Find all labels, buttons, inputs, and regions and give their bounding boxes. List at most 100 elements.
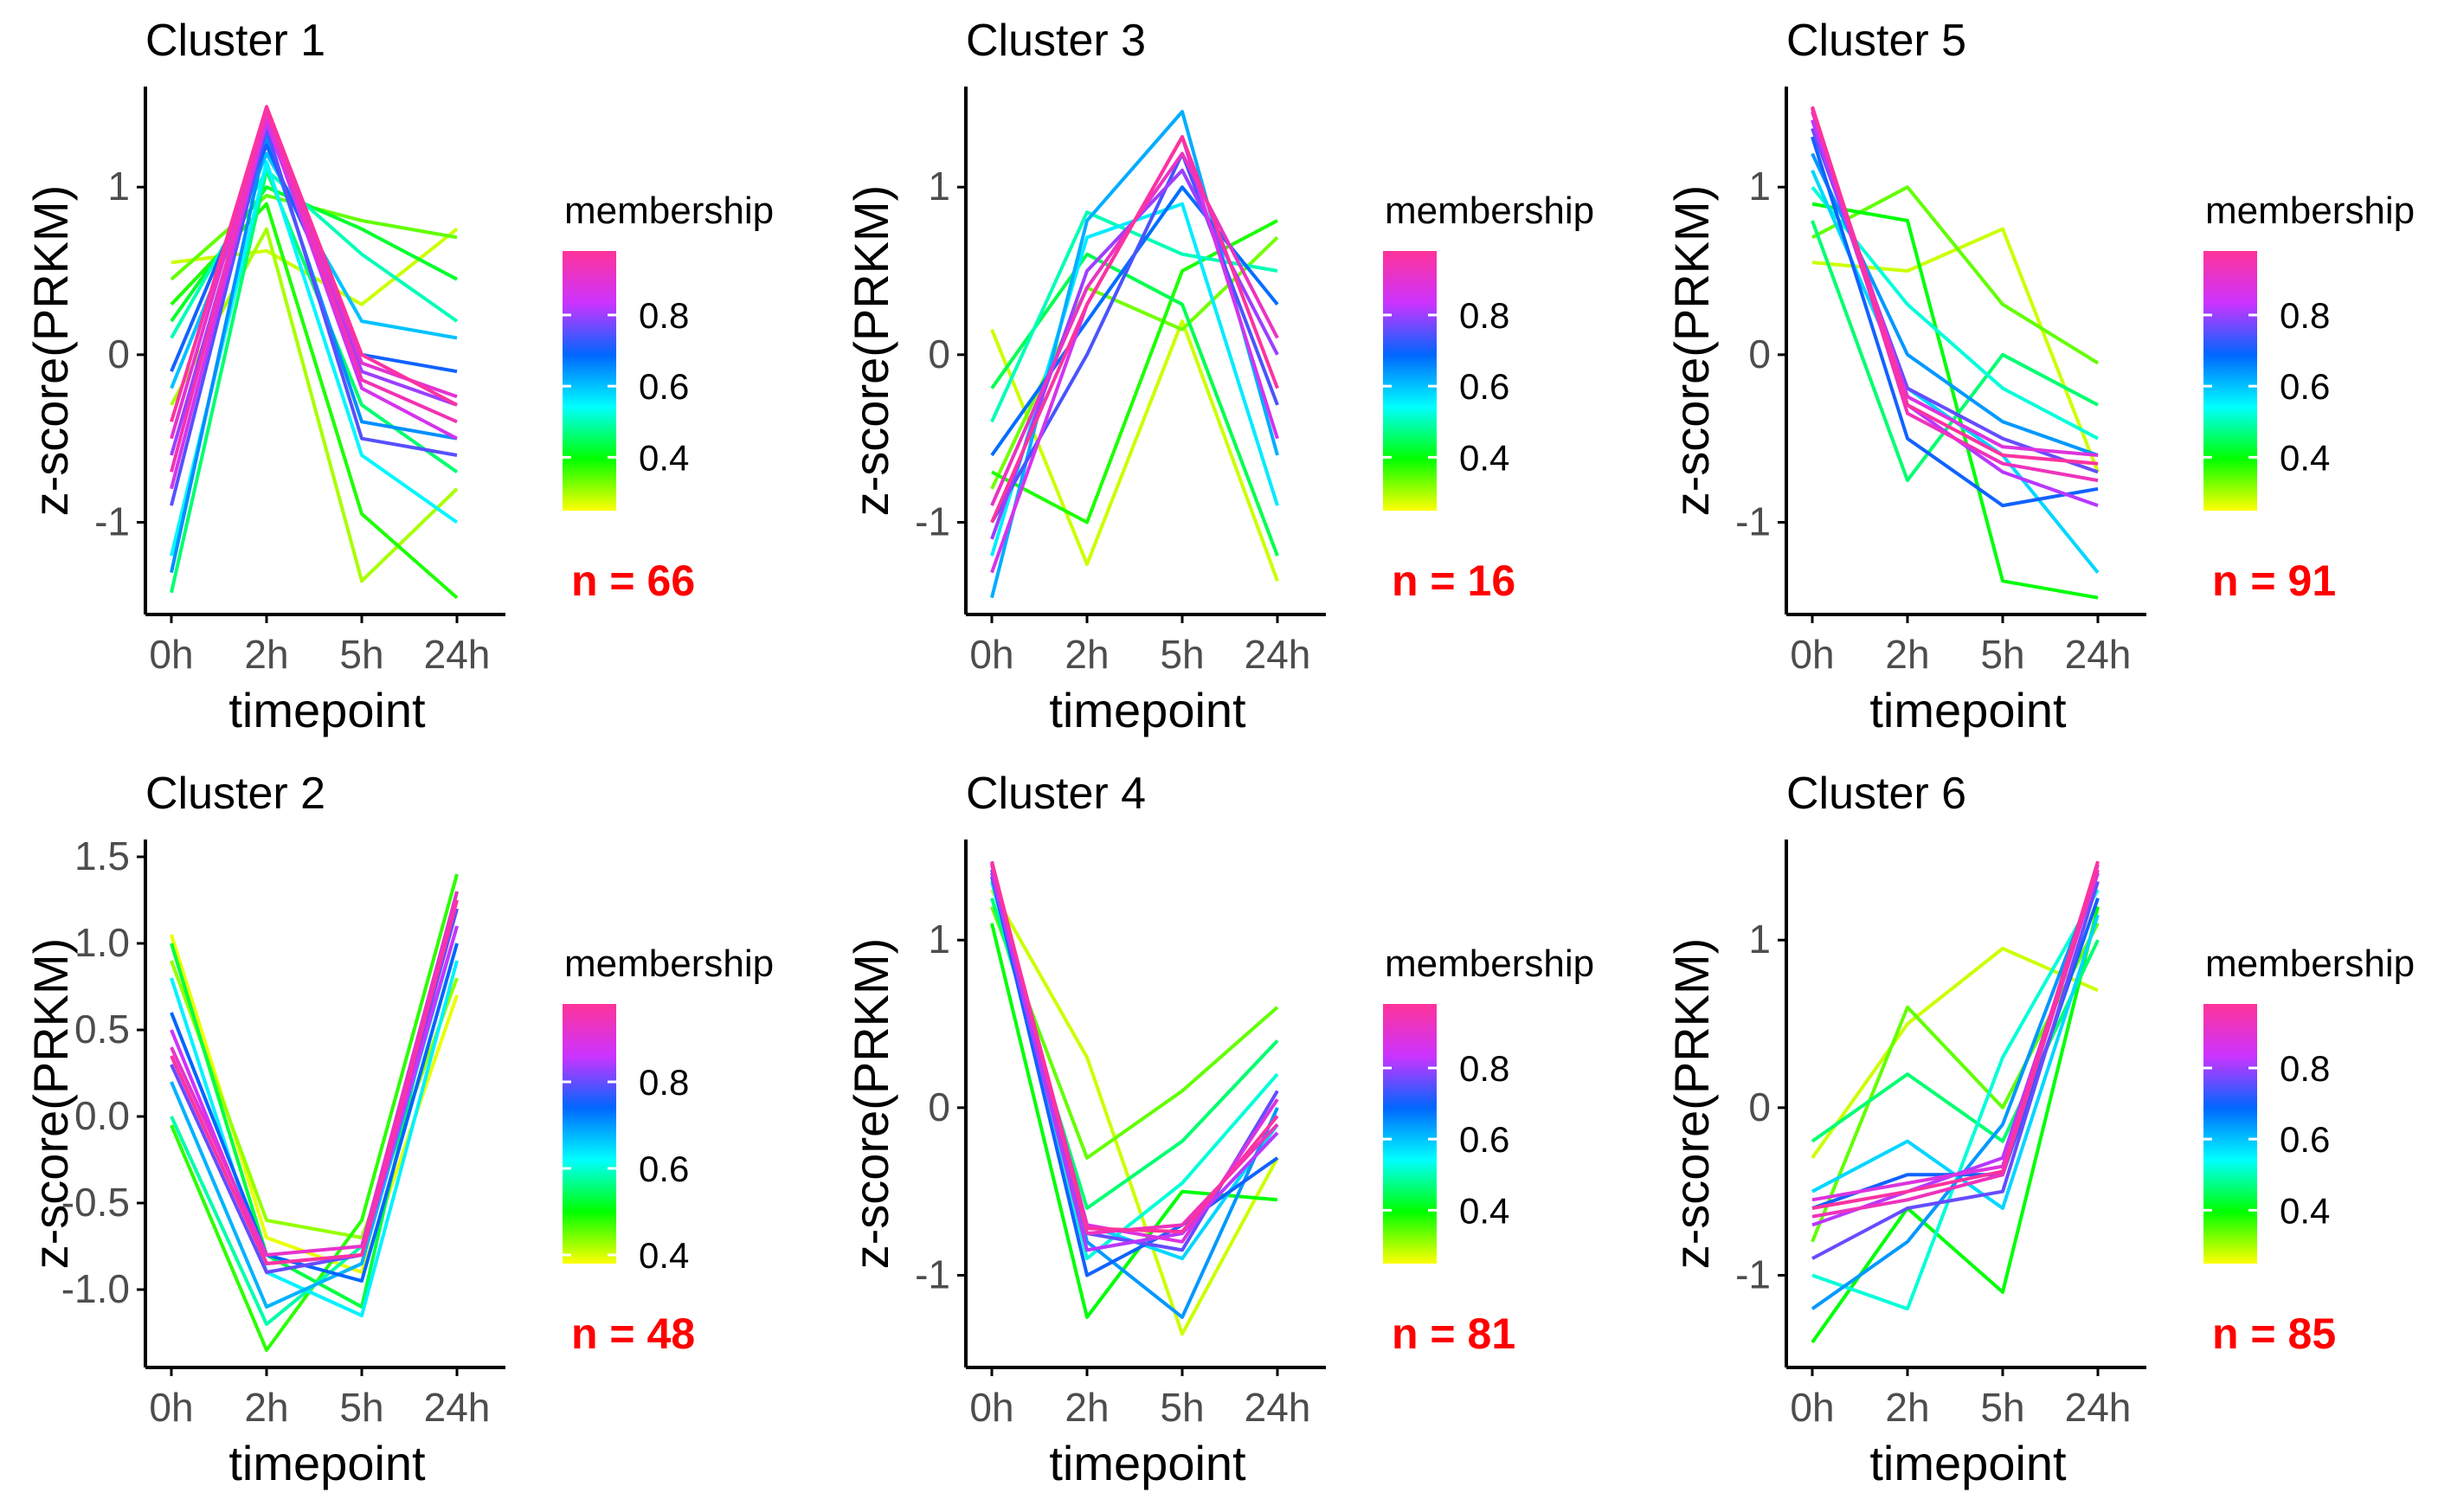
x-tick-label: 0h xyxy=(1790,632,1834,677)
x-tick-label: 24h xyxy=(2065,1385,2132,1430)
panel-title: Cluster 5 xyxy=(1786,16,1966,66)
x-axis-title: timepoint xyxy=(228,683,426,737)
chart-panel-2: Cluster 3 -1 0 1 0h 2h 5h 24h timepoint z-score(P… xyxy=(844,16,1594,737)
x-tick-label: 2h xyxy=(1885,1385,1929,1430)
panel-title: Cluster 1 xyxy=(145,16,325,66)
legend-tick-label: 0.8 xyxy=(1459,1048,1509,1089)
legend-tick-label: 0.6 xyxy=(1459,1119,1509,1160)
series-line-profile-5 xyxy=(1811,185,2099,441)
cluster-count-label: n = 85 xyxy=(2212,1309,2336,1358)
x-tick-label: 0h xyxy=(1790,1385,1834,1430)
panel-title: Cluster 6 xyxy=(1786,769,1966,819)
y-tick-label: -0.5 xyxy=(61,1180,130,1225)
series-line-profile-7 xyxy=(1811,152,2099,457)
series-line-profile-1 xyxy=(990,319,1279,582)
x-tick-label: 24h xyxy=(2065,632,2132,677)
y-tick-label: -1 xyxy=(94,499,130,544)
series-line-profile-8 xyxy=(990,876,1279,1277)
legend-title: membership xyxy=(564,190,774,232)
legend-title: membership xyxy=(1385,943,1594,985)
y-axis-title: z-score(PRKM) xyxy=(23,185,78,517)
membership-colorbar xyxy=(563,1004,616,1264)
membership-colorbar xyxy=(563,251,616,511)
cluster-count-label: n = 91 xyxy=(2212,557,2336,605)
series-line-profile-17 xyxy=(170,105,458,422)
y-tick-label: 1.5 xyxy=(74,833,130,878)
panel-title: Cluster 3 xyxy=(966,16,1146,66)
series-line-profile-1 xyxy=(170,934,459,1274)
series-line-profile-11 xyxy=(170,891,459,1257)
y-axis-title: z-score(PRKM) xyxy=(23,938,78,1270)
legend-title: membership xyxy=(2205,190,2415,232)
x-axis-title: timepoint xyxy=(1049,683,1246,737)
series-line-profile-4 xyxy=(1811,220,2099,483)
legend-tick-label: 0.4 xyxy=(2280,1190,2330,1231)
y-tick-label: 0.5 xyxy=(74,1007,130,1052)
series-line-profile-12 xyxy=(170,899,459,1265)
series-line-profile-8 xyxy=(1811,898,2100,1210)
series-line-profile-12 xyxy=(170,126,458,506)
legend-tick-label: 0.4 xyxy=(639,437,689,478)
y-tick-label: 1 xyxy=(928,917,950,962)
series-line-profile-4 xyxy=(990,252,1279,557)
membership-colorbar xyxy=(2203,251,2257,511)
cluster-count-label: n = 81 xyxy=(1392,1309,1515,1358)
x-tick-label: 0h xyxy=(149,632,193,677)
series-line-profile-12 xyxy=(1811,107,2099,483)
x-tick-label: 24h xyxy=(424,632,491,677)
legend-title: membership xyxy=(2205,943,2415,985)
legend-title: membership xyxy=(564,943,774,985)
legend-tick-label: 0.6 xyxy=(2280,1119,2330,1160)
y-tick-label: -1 xyxy=(1735,499,1771,544)
x-axis-title: timepoint xyxy=(228,1436,426,1490)
y-axis-title: z-score(PRKM) xyxy=(844,938,898,1270)
x-tick-label: 24h xyxy=(424,1385,491,1430)
legend-tick-label: 0.4 xyxy=(1459,1190,1509,1231)
series-line-profile-1 xyxy=(990,889,1279,1336)
legend-tick-label: 0.4 xyxy=(1459,437,1509,478)
y-axis-title: z-score(PRKM) xyxy=(1664,938,1719,1270)
x-tick-label: 5h xyxy=(339,632,383,677)
chart-panel-1: Cluster 1 -1 0 1 0h 2h 5h 24h timepoint z-score(P… xyxy=(23,16,774,737)
x-tick-label: 24h xyxy=(1245,1385,1311,1430)
series-line-profile-10 xyxy=(990,872,1279,1252)
legend-tick-label: 0.8 xyxy=(639,1062,689,1103)
series-line-profile-3 xyxy=(990,923,1278,1319)
series-line-profile-6 xyxy=(170,960,459,1317)
series-line-profile-7 xyxy=(1811,872,2100,1310)
x-tick-label: 2h xyxy=(1885,632,1929,677)
series-line-profile-1 xyxy=(1811,946,2099,1160)
x-tick-label: 2h xyxy=(1065,1385,1109,1430)
membership-colorbar xyxy=(1383,1004,1437,1264)
chart-panel-4: Cluster 2 -1.0 -0.5 0.0 0.5 1.0 1.5 0h 2h 5h 24h ti… xyxy=(23,769,774,1490)
series-line-profile-10 xyxy=(1811,119,2099,507)
y-tick-label: -1 xyxy=(1735,1251,1771,1296)
chart-panel-5: Cluster 4 -1 0 1 0h 2h 5h 24h timepoint z-score(P… xyxy=(844,769,1594,1490)
y-tick-label: 0 xyxy=(928,331,950,376)
legend-tick-label: 0.6 xyxy=(639,1148,689,1189)
y-tick-label: 0 xyxy=(1748,1084,1771,1129)
legend-tick-label: 0.8 xyxy=(1459,295,1509,336)
chart-panel-6: Cluster 6 -1 0 1 0h 2h 5h 24h timepoint z-score(P… xyxy=(1664,769,2415,1490)
legend-tick-label: 0.4 xyxy=(2280,437,2330,478)
series-line-profile-7 xyxy=(990,110,1279,599)
legend-title: membership xyxy=(1385,190,1594,232)
x-tick-label: 2h xyxy=(1065,632,1109,677)
x-axis-title: timepoint xyxy=(1869,1436,2067,1490)
series-line-profile-16 xyxy=(170,110,458,473)
y-tick-label: 0 xyxy=(928,1084,950,1129)
series-line-profile-8 xyxy=(1811,136,2099,508)
legend-tick-label: 0.8 xyxy=(2280,295,2330,336)
legend-tick-label: 0.6 xyxy=(2280,366,2330,407)
membership-colorbar xyxy=(2203,1004,2257,1264)
y-axis-title: z-score(PRKM) xyxy=(1664,185,1719,517)
y-tick-label: 1 xyxy=(107,164,130,209)
series-line-profile-8 xyxy=(170,943,459,1283)
x-axis-title: timepoint xyxy=(1049,1436,1246,1490)
x-tick-label: 5h xyxy=(1160,632,1204,677)
series-line-profile-10 xyxy=(990,168,1279,540)
series-line-profile-13 xyxy=(990,862,1279,1234)
y-axis-title: z-score(PRKM) xyxy=(844,185,898,517)
